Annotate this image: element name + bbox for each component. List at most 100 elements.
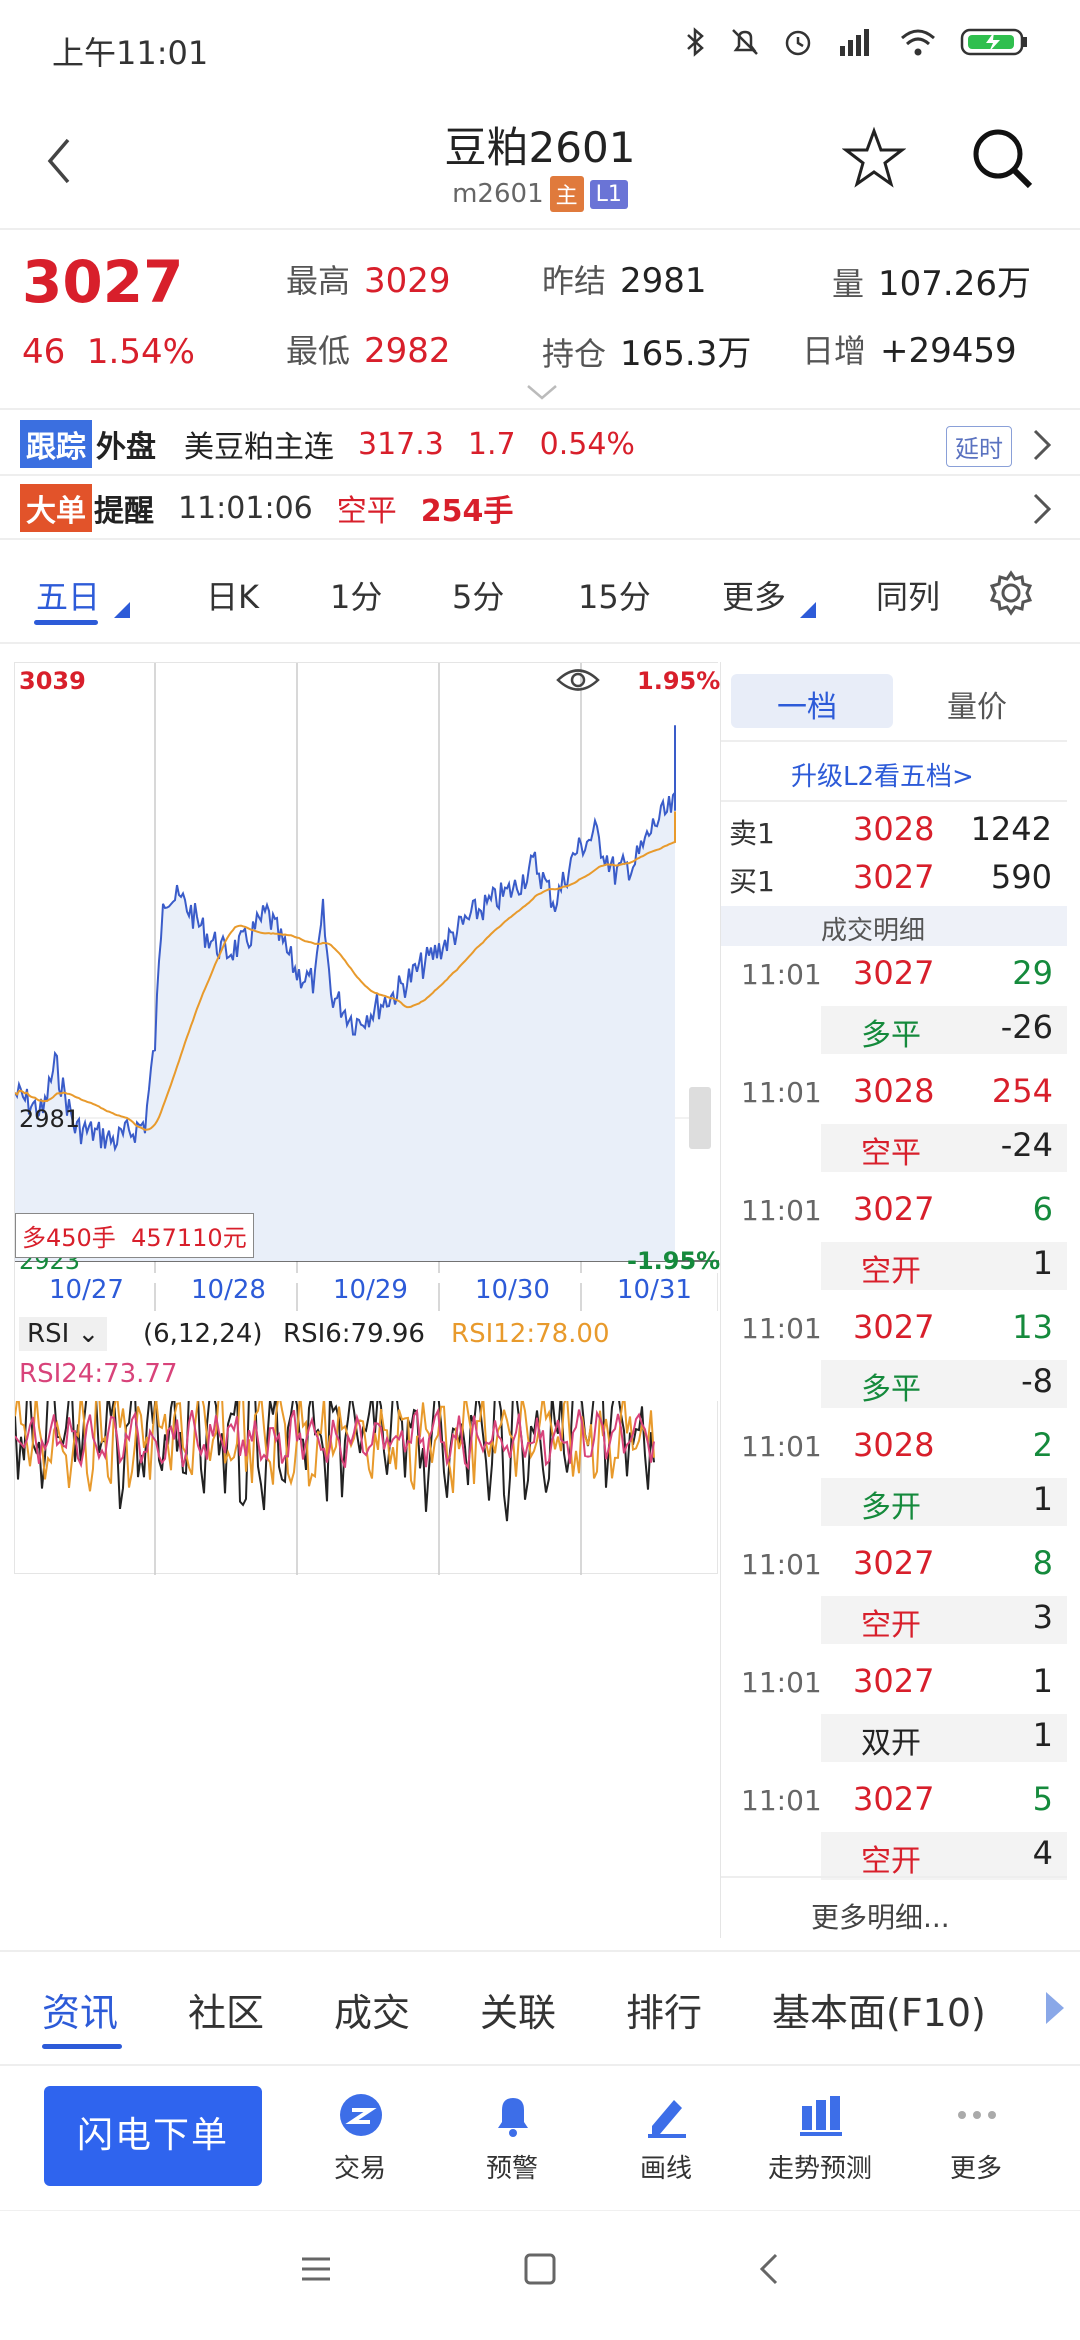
dropdown-triangle-icon [114,602,130,618]
price-change: 46 1.54% [22,332,195,372]
draw-line-button[interactable]: 画线 [606,2088,726,2188]
trade-row: 11:01 3028 254 空平 -24 [721,1066,1067,1184]
contract-code: m2601 [452,179,544,209]
trade-delta: -8 [1021,1362,1053,1400]
open-interest-item: 持仓 165.3万 [542,326,751,375]
tab-related[interactable]: 关联 [480,1991,557,2035]
level-badge: L1 [589,179,628,209]
more-button[interactable]: 更多 [916,2088,1036,2188]
big-order-alert-strip[interactable]: 大单 提醒 11:01:06 空平 254手 [0,478,1080,540]
rsi12-value: RSI12:78.00 [451,1319,610,1349]
foreign-market-strip[interactable]: 跟踪 外盘 美豆粕主连 317.3 1.7 0.54% 延时 [0,414,1080,476]
settings-gear-icon[interactable] [988,570,1034,616]
trade-delta: 1 [1032,1244,1053,1282]
trade-sub-bg [821,1478,1067,1526]
divider [721,1876,1067,1878]
date-label: 10/30 [475,1275,550,1305]
trade-sub-bg [821,1242,1067,1290]
divider [721,740,1067,742]
back-icon[interactable] [44,136,74,186]
trade-row: 11:01 3027 8 空开 3 [721,1538,1067,1656]
tab-1min[interactable]: 1分 [330,578,383,616]
scroll-right-triangle-icon[interactable] [1044,1990,1066,2026]
alert-button[interactable]: 预警 [452,2088,572,2188]
trade-price: 3028 [853,1426,935,1464]
tab-same-list[interactable]: 同列 [876,578,941,616]
high-label: 最高 [286,262,351,300]
price-chart-svg [15,663,719,1575]
volume-item: 量 107.26万 [832,256,1031,305]
oi-label: 持仓 [542,335,607,373]
tab-trades[interactable]: 成交 [334,1991,411,2035]
trade-price: 3027 [853,954,935,992]
buy1-price: 3027 [853,858,935,896]
date-label: 10/28 [191,1275,266,1305]
prev-value: 2981 [620,261,707,301]
trade-list: 11:01 3027 29 多平 -26 11:01 3028 254 空平 -24 11:01 30… [721,948,1067,1896]
trend-forecast-button[interactable]: 走势预测 [750,2088,890,2188]
tab-more[interactable]: 更多 [722,578,787,616]
track-tag: 跟踪 [20,420,92,468]
tab-five-day[interactable]: 五日 [36,578,101,616]
trade-volume: 29 [1012,954,1053,992]
trade-row: 11:01 3027 1 双开 1 [721,1656,1067,1774]
trade-delta: -24 [1000,1126,1053,1164]
trade-delta: 1 [1032,1480,1053,1518]
search-icon[interactable] [970,126,1036,192]
favorite-star-icon[interactable] [842,126,906,190]
home-icon[interactable] [522,2251,558,2287]
tab-15min[interactable]: 15分 [578,578,651,616]
tab-daily-k[interactable]: 日K [206,578,259,616]
forecast-chart-icon [800,2096,842,2136]
contract-info: m2601 主 L1 [0,176,1080,212]
tab-5min[interactable]: 5分 [452,578,505,616]
trade-sub-bg [821,1006,1067,1054]
rsi-params: (6,12,24) [143,1319,263,1349]
trade-type: 双开 [861,1726,921,1761]
status-time: 上午11:01 [52,34,209,72]
chart-side-handle[interactable] [689,1087,711,1149]
trade-type: 空开 [861,1608,921,1643]
menu-icon[interactable] [298,2251,334,2287]
back-nav-icon[interactable] [752,2251,788,2287]
oi-value: 165.3万 [620,334,752,374]
divider [721,800,1067,802]
rsi-selector[interactable]: RSI ⌄ [19,1317,108,1351]
trade-price: 3027 [853,1662,935,1700]
tab-ranking[interactable]: 排行 [626,1991,703,2035]
tab-news[interactable]: 资讯 [42,1991,119,2035]
period-tabs: 五日 日K 1分 5分 15分 更多 同列 [0,548,1080,644]
upgrade-l2-link[interactable]: 升级L2看五档> [791,762,974,792]
trade-price: 3027 [853,1308,935,1346]
trade-delta: 3 [1032,1598,1053,1636]
trade-icon [340,2094,382,2136]
tab-level1[interactable]: 一档 [777,690,837,725]
tab-community[interactable]: 社区 [188,1991,265,2035]
chevron-right-icon [1033,493,1052,525]
chevron-right-icon [1033,429,1052,461]
tab-volume-price[interactable]: 量价 [947,690,1007,725]
expand-chevron-icon[interactable] [524,382,560,402]
vol-label: 量 [832,265,865,303]
chart-top-pct: 1.95% [637,667,721,695]
inc-label: 日增 [802,332,867,370]
five-day-chart[interactable]: 3039 1.95% 2981 2923 -1.95% 多450手 457110… [14,662,721,1575]
trade-sub-bg [821,1596,1067,1644]
more-details-link[interactable]: 更多明细... [811,1901,950,1934]
date-label: 10/31 [617,1275,692,1305]
prev-settle-item: 昨结 2981 [542,256,707,302]
big-order-tag: 大单 [20,484,92,532]
trade-label: 交易 [333,2154,386,2184]
bluetooth-icon [687,27,704,57]
foreign-change: 1.7 [467,426,516,462]
trade-price: 3028 [853,1072,935,1110]
eye-icon[interactable] [555,663,601,697]
alert-type: 空平 [336,494,397,529]
trade-volume: 13 [1012,1308,1053,1346]
tab-fundamentals[interactable]: 基本面(F10) [772,1991,986,2035]
trade-row: 11:01 3027 29 多平 -26 [721,948,1067,1066]
trade-row: 11:01 3027 13 多平 -8 [721,1302,1067,1420]
trade-type: 空平 [861,1136,921,1171]
trade-button[interactable]: 交易 [300,2088,420,2188]
flash-order-button[interactable]: 闪电下单 [44,2086,262,2186]
